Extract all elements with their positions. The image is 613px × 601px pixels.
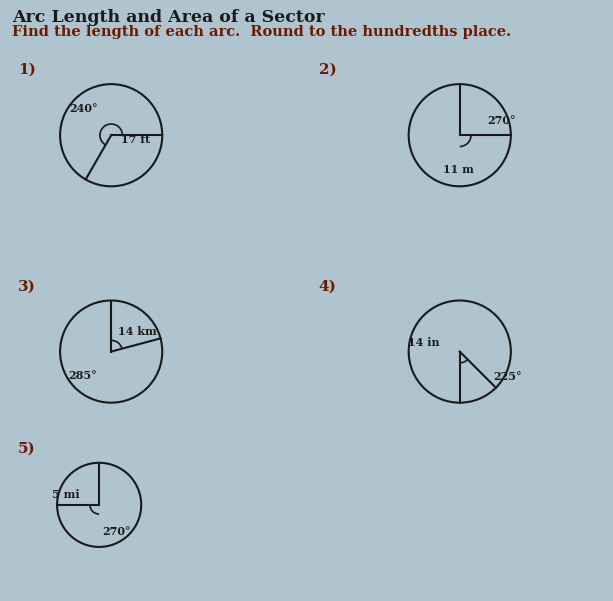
Text: 17 ft: 17 ft [121,134,150,145]
Text: Arc Length and Area of a Sector: Arc Length and Area of a Sector [12,9,325,26]
Text: 11 m: 11 m [443,164,473,175]
Text: 270°: 270° [102,526,131,537]
Text: 3): 3) [18,279,36,293]
Text: 285°: 285° [68,370,97,381]
Text: 4): 4) [319,279,337,293]
Text: 2): 2) [319,63,337,77]
Text: Find the length of each arc.  Round to the hundredths place.: Find the length of each arc. Round to th… [12,25,511,39]
Text: 270°: 270° [487,115,516,126]
Text: 240°: 240° [69,103,97,114]
Text: 14 in: 14 in [408,337,440,348]
Text: 225°: 225° [493,371,522,382]
Text: 1): 1) [18,63,36,77]
Text: 5): 5) [18,442,36,456]
Text: 14 km: 14 km [118,326,156,337]
Text: 5 mi: 5 mi [52,489,80,499]
